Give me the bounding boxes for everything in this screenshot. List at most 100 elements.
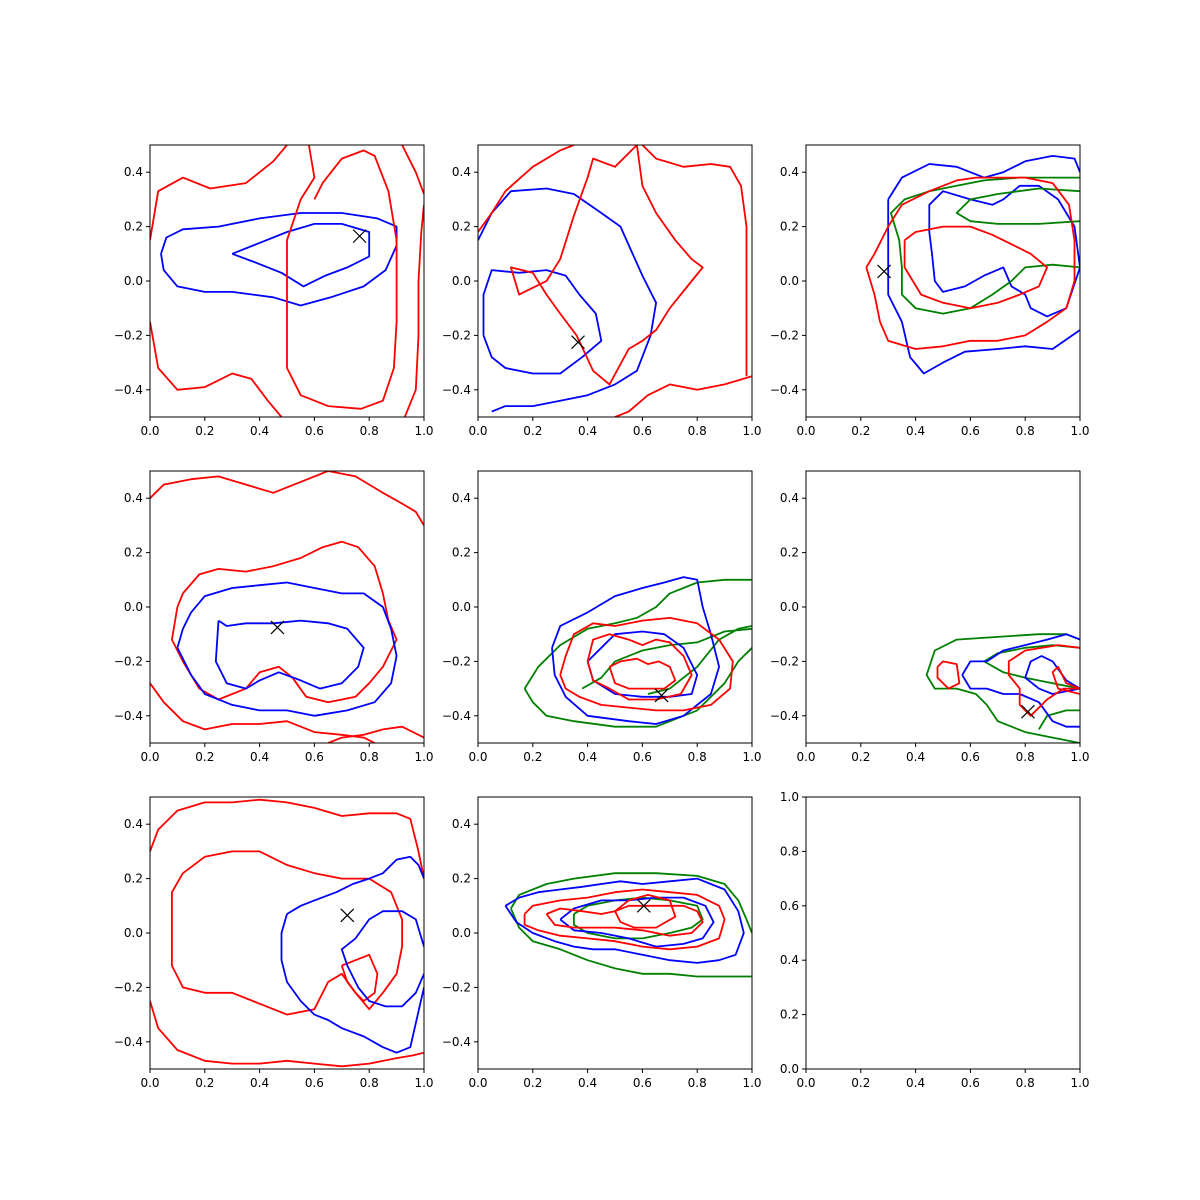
x-tick-label: 0.6 (305, 424, 324, 438)
y-tick-label: −0.4 (114, 1035, 143, 1049)
contour-blue-6 (214, 619, 365, 690)
x-tick-label: 0.6 (305, 750, 324, 764)
marker-x (571, 335, 585, 350)
x-tick-label: 0.8 (1016, 424, 1035, 438)
x-tick-label: 0.4 (906, 424, 925, 438)
contour-red-5 (286, 145, 398, 410)
y-tick-label: 0.8 (780, 844, 799, 858)
y-tick-label: 1.0 (780, 790, 799, 804)
contour-red-3 (171, 850, 403, 1016)
axes-frame (477, 796, 753, 1070)
contour-green-3 (1038, 709, 1080, 730)
y-tick-label: 0.2 (780, 220, 799, 234)
contour-red-2 (150, 682, 376, 743)
contour-blue-4 (504, 877, 745, 964)
y-tick-label: 0.0 (452, 600, 471, 614)
x-tick-label: 0.4 (250, 1076, 269, 1090)
x-tick-label: 0.0 (796, 750, 815, 764)
contour-red-7 (545, 904, 704, 937)
plot-area (150, 471, 424, 743)
y-tick-label: 0.2 (452, 220, 471, 234)
contour-red-2 (150, 1000, 424, 1068)
contour-red-8 (586, 633, 693, 701)
contour-blue-6 (586, 630, 699, 698)
contour-red-5 (510, 145, 704, 386)
contour-blue-5 (286, 855, 424, 915)
contour-blue-5 (551, 576, 720, 725)
x-tick-label: 0.4 (578, 424, 597, 438)
contour-green-2 (510, 908, 752, 978)
x-tick-label: 1.0 (414, 1076, 433, 1090)
x-tick-label: 1.0 (742, 750, 761, 764)
x-tick-label: 0.8 (1016, 1076, 1035, 1090)
axes-frame (805, 796, 1081, 1070)
x-tick-label: 0.8 (1016, 750, 1035, 764)
y-tick-label: −0.2 (114, 328, 143, 342)
x-tick-label: 0.6 (633, 1076, 652, 1090)
y-tick-label: 0.4 (780, 491, 799, 505)
contour-blue-3 (928, 184, 1080, 318)
plot-area (504, 872, 752, 978)
y-tick-label: 0.4 (452, 165, 471, 179)
marker-stroke (654, 688, 669, 703)
marker-x (340, 908, 355, 923)
y-tick-label: 0.2 (780, 546, 799, 560)
y-tick-label: −0.2 (770, 654, 799, 668)
plot-area (150, 798, 424, 1068)
y-tick-label: −0.2 (442, 328, 471, 342)
y-tick-label: 0.2 (780, 1008, 799, 1022)
subplot-4: 0.0 0.2 0.4 0.6 0.8 1.0 0.4 0.2 0.0 −0.2 −0.4 (114, 470, 434, 764)
plot-area (865, 155, 1080, 375)
x-tick-label: 1.0 (414, 750, 433, 764)
x-tick-label: 0.6 (961, 424, 980, 438)
x-tick-label: 0.2 (851, 750, 870, 764)
subplot-7: 0.0 0.2 0.4 0.6 0.8 1.0 0.4 0.2 0.0 −0.2 −0.4 (114, 796, 434, 1090)
contour-blue-4 (986, 633, 1080, 663)
marker-stroke (571, 335, 585, 350)
contour-blue-1 (887, 155, 1080, 200)
y-tick-label: 0.2 (452, 872, 471, 886)
x-tick-label: 1.0 (742, 424, 761, 438)
marker-x (654, 688, 669, 703)
contour-red-4 (171, 540, 398, 704)
x-tick-label: 0.8 (688, 750, 707, 764)
plot-area (478, 145, 752, 417)
x-tick-label: 0.2 (523, 750, 542, 764)
y-tick-label: 0.0 (124, 600, 143, 614)
subplot-2: 0.0 0.2 0.4 0.6 0.8 1.0 0.4 0.2 0.0 −0.2 −0.4 (442, 144, 762, 438)
y-tick-label: −0.4 (770, 383, 799, 397)
plot-area (150, 145, 424, 417)
y-tick-label: 0.0 (780, 1062, 799, 1076)
contour-blue-7 (340, 910, 424, 1008)
contour-green-5 (955, 187, 1080, 225)
contour-red-3 (327, 725, 424, 743)
contour-blue-2 (887, 199, 1080, 375)
contour-red-7 (903, 225, 1048, 310)
x-tick-label: 1.0 (414, 424, 433, 438)
x-tick-label: 0.0 (468, 1076, 487, 1090)
contour-green-1 (925, 633, 1080, 743)
x-tick-label: 0.0 (140, 1076, 159, 1090)
y-tick-label: 0.4 (452, 491, 471, 505)
y-tick-label: 0.2 (124, 872, 143, 886)
contour-blue-5 (961, 660, 987, 676)
y-tick-label: 0.0 (452, 274, 471, 288)
x-tick-label: 0.6 (305, 1076, 324, 1090)
plot-area (925, 633, 1080, 743)
y-tick-label: 0.0 (124, 274, 143, 288)
y-tick-label: 0.4 (780, 165, 799, 179)
y-tick-label: −0.4 (770, 709, 799, 723)
marker-stroke (340, 908, 355, 923)
y-tick-label: −0.2 (442, 980, 471, 994)
x-tick-label: 0.4 (906, 750, 925, 764)
x-tick-label: 0.8 (360, 424, 379, 438)
y-tick-label: 0.0 (780, 600, 799, 614)
x-tick-label: 0.0 (140, 424, 159, 438)
subplot-3: 0.0 0.2 0.4 0.6 0.8 1.0 0.4 0.2 0.0 −0.2 −0.4 (770, 144, 1090, 438)
x-tick-label: 0.2 (195, 750, 214, 764)
x-tick-label: 0.4 (578, 1076, 597, 1090)
contour-blue-1 (160, 212, 398, 307)
subplot-6: 0.0 0.2 0.4 0.6 0.8 1.0 0.4 0.2 0.0 −0.2 −0.4 (770, 470, 1090, 764)
contour-green-4 (581, 627, 752, 690)
x-tick-label: 0.0 (796, 1076, 815, 1090)
